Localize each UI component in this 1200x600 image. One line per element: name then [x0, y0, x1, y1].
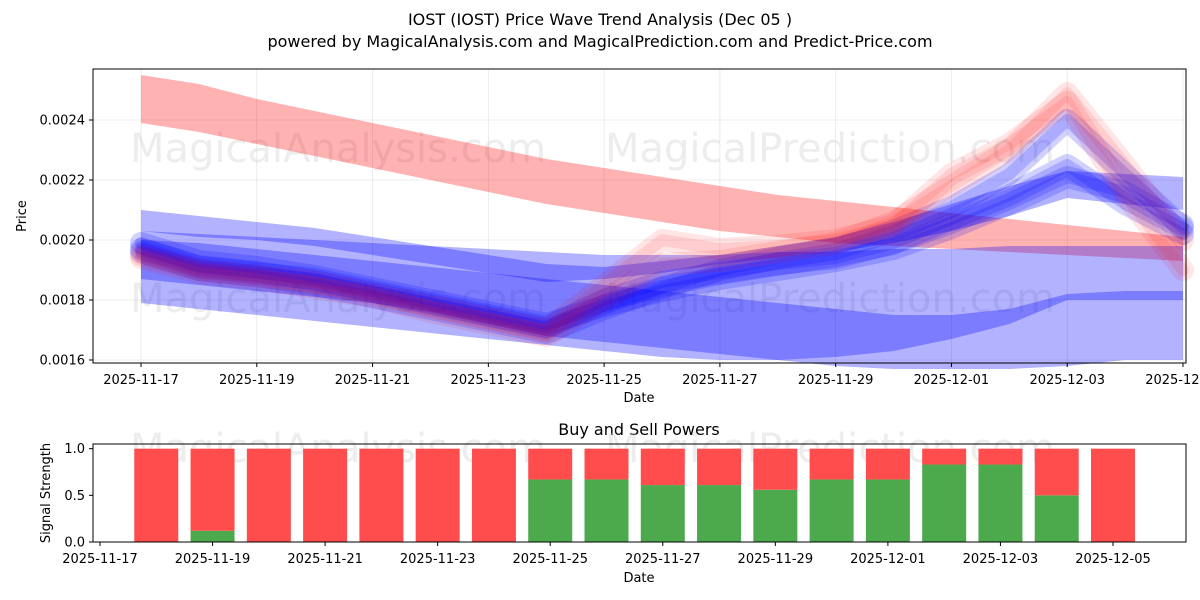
- price-x-tick-label: 2025-11-17: [103, 373, 179, 388]
- buy-sell-chart: Buy and Sell Powers MagicalAnalysis.com …: [39, 420, 1187, 586]
- sell-bar: [1091, 448, 1135, 542]
- price-x-tick-label: 2025-11-27: [682, 373, 758, 388]
- price-x-tick-label: 2025-11-23: [451, 373, 527, 388]
- buy-sell-x-tick-label: 2025-11-27: [625, 552, 701, 567]
- price-wave-3-core: [135, 114, 1189, 339]
- blue-wide-band: [141, 231, 1183, 360]
- buy-sell-y-axis: 0.0 0.5 1.0: [64, 442, 93, 551]
- price-x-axis: 2025-11-17 2025-11-19 2025-11-21 2025-11-23…: [103, 363, 1200, 388]
- buy-sell-x-tick-label: 2025-12-05: [1075, 552, 1151, 567]
- sell-bar: [134, 448, 179, 542]
- price-y-axis: 0.0016 0.0018 0.0020 0.0022 0.0024: [40, 114, 93, 369]
- sell-bar: [246, 448, 291, 542]
- price-y-tick-label: 0.0024: [40, 114, 86, 129]
- price-wave-2-core: [135, 171, 1189, 330]
- buy-bar: [190, 530, 235, 542]
- price-x-tick-label: 2025-12-03: [1029, 373, 1105, 388]
- price-y-tick-label: 0.0022: [40, 174, 86, 189]
- buy-sell-x-tick-label: 2025-11-25: [512, 552, 588, 567]
- price-y-tick-label: 0.0016: [40, 354, 86, 369]
- price-wave-4-halo: [130, 91, 1194, 341]
- sell-bar: [753, 448, 798, 490]
- blue-upper-band: [141, 171, 1183, 282]
- watermark-analysis-mid: MagicalAnalysis.com: [130, 276, 546, 322]
- buy-sell-x-tick-label: 2025-11-19: [175, 552, 251, 567]
- buy-sell-y-tick-label: 0.0: [64, 536, 85, 551]
- buy-bar: [528, 479, 573, 542]
- sell-bar: [697, 448, 742, 486]
- sell-bar: [1034, 448, 1079, 496]
- price-y-tick-label: 0.0020: [40, 234, 86, 249]
- buy-bar: [922, 464, 967, 542]
- price-wave-5-core: [135, 87, 1189, 342]
- chart-subtitle: powered by MagicalAnalysis.com and Magic…: [267, 32, 932, 51]
- red-trend-band: [141, 75, 1183, 261]
- price-x-label: Date: [623, 391, 654, 406]
- buy-sell-x-tick-label: 2025-11-17: [62, 552, 138, 567]
- price-wave-3-halo: [130, 109, 1194, 344]
- price-x-tick-label: 2025-12-01: [914, 373, 990, 388]
- sell-bar: [922, 448, 967, 465]
- watermark-prediction-mid: MagicalPrediction.com: [605, 276, 1055, 322]
- buy-sell-bars: [134, 448, 1135, 542]
- sell-bar: [303, 448, 348, 542]
- sell-bar: [584, 448, 629, 480]
- price-x-tick-label: 2025-11-25: [566, 373, 642, 388]
- buy-sell-y-label: Signal Strength: [39, 443, 54, 543]
- sell-bar: [528, 448, 573, 480]
- blue-low-band: [141, 240, 1183, 369]
- buy-sell-y-tick-label: 1.0: [64, 442, 85, 457]
- sell-bar: [865, 448, 910, 480]
- price-y-tick-label: 0.0018: [40, 294, 86, 309]
- price-wave-5-halo: [130, 82, 1194, 347]
- price-plot-frame: [92, 68, 1187, 364]
- price-plot-area: [93, 69, 1186, 363]
- buy-bar: [1034, 495, 1079, 542]
- sell-bar: [415, 448, 460, 542]
- buy-sell-y-tick-label: 0.5: [64, 489, 85, 504]
- buy-sell-x-tick-label: 2025-12-03: [963, 552, 1039, 567]
- buy-sell-title: Buy and Sell Powers: [558, 420, 720, 439]
- price-grid: [93, 69, 1186, 363]
- buy-bar: [978, 464, 1023, 542]
- sell-bar: [190, 448, 235, 531]
- price-wave-2-halo: [130, 166, 1194, 335]
- price-chart: MagicalAnalysis.com MagicalPrediction.co…: [15, 68, 1200, 406]
- sell-bar: [809, 448, 854, 480]
- sell-bar: [471, 448, 516, 542]
- buy-bar: [865, 479, 910, 542]
- buy-bar: [753, 489, 798, 542]
- price-wave-1-halo: [130, 154, 1194, 338]
- watermark-prediction-top: MagicalPrediction.com: [605, 126, 1055, 172]
- buy-bar: [809, 479, 854, 542]
- sell-bar: [978, 448, 1023, 465]
- buy-sell-plot-frame: [92, 443, 1187, 543]
- buy-sell-x-label: Date: [623, 571, 654, 586]
- buy-sell-x-tick-label: 2025-12-01: [850, 552, 926, 567]
- price-x-tick-label: 2025-11-29: [798, 373, 874, 388]
- price-y-label: Price: [15, 200, 30, 232]
- buy-sell-x-tick-label: 2025-11-23: [400, 552, 476, 567]
- watermark-analysis-top: MagicalAnalysis.com: [130, 126, 546, 172]
- buy-sell-x-axis: 2025-11-17 2025-11-19 2025-11-21 2025-11-23…: [62, 542, 1151, 567]
- price-waves: [130, 82, 1194, 347]
- price-x-tick-label: 2025-11-19: [219, 373, 295, 388]
- sell-bar: [640, 448, 685, 486]
- buy-sell-x-tick-label: 2025-11-29: [738, 552, 814, 567]
- price-wave-1-core: [135, 159, 1189, 333]
- sell-bar: [359, 448, 404, 542]
- price-x-tick-label: 2025-11-21: [335, 373, 411, 388]
- trend-bands: [141, 75, 1183, 369]
- buy-bar: [640, 485, 685, 542]
- price-x-tick-label: 2025-12-05: [1145, 373, 1200, 388]
- buy-sell-x-tick-label: 2025-11-21: [287, 552, 363, 567]
- buy-bar: [697, 485, 742, 542]
- price-wave-4-core: [135, 96, 1189, 336]
- buy-bar: [584, 479, 629, 542]
- chart-title: IOST (IOST) Price Wave Trend Analysis (D…: [408, 10, 792, 29]
